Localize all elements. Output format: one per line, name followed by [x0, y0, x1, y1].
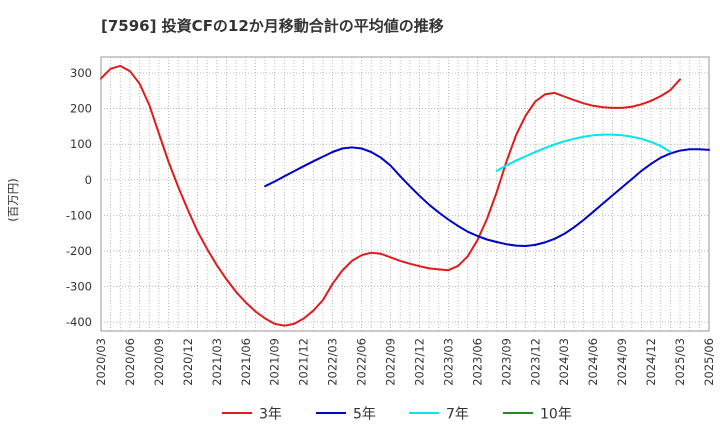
x-tick-label: 2020/12	[181, 338, 195, 386]
legend-label: 5年	[353, 407, 376, 423]
x-tick-label: 2022/03	[326, 338, 340, 386]
x-tick-label: 2021/09	[268, 338, 282, 386]
y-tick-label: -200	[66, 244, 92, 258]
x-tick-label: 2024/06	[586, 338, 600, 386]
y-tick-label: 300	[70, 66, 92, 80]
x-tick-label: 2022/06	[355, 338, 369, 386]
x-tick-label: 2022/09	[384, 338, 398, 386]
y-tick-label: 200	[70, 102, 92, 116]
legend: 3年 5年 7年 10年	[222, 407, 572, 423]
y-tick-label: 100	[70, 137, 92, 151]
x-tick-label: 2023/12	[528, 338, 542, 386]
y-axis-label: (百万円)	[6, 178, 20, 221]
x-tick-label: 2023/03	[441, 338, 455, 386]
y-tick-label: -100	[66, 208, 92, 222]
y-tick-label: -300	[66, 280, 92, 294]
x-tick-label: 2020/06	[123, 338, 137, 386]
x-tick-label: 2025/06	[702, 338, 716, 386]
x-tick-label: 2024/03	[557, 338, 571, 386]
x-tick-label: 2023/06	[470, 338, 484, 386]
y-tick-label: -400	[66, 315, 92, 329]
x-tick-label: 2021/06	[239, 338, 253, 386]
plot-frame	[100, 56, 710, 332]
x-tick-label: 2023/09	[499, 338, 513, 386]
x-tick-label: 2022/12	[412, 338, 426, 386]
legend-label: 7年	[446, 407, 469, 423]
grid-lines	[101, 57, 709, 331]
series-line-1	[100, 64, 681, 327]
y-tick-label: 0	[85, 173, 92, 187]
plot-area	[100, 56, 710, 332]
legend-label: 3年	[259, 407, 282, 423]
x-tick-label: 2021/12	[297, 338, 311, 386]
x-tick-label: 2024/09	[615, 338, 629, 386]
x-axis-ticks: 2020/03 2020/06 2020/09 2020/12 2021/03 2021/…	[94, 338, 716, 386]
legend-label: 10年	[540, 407, 572, 423]
x-tick-label: 2021/03	[210, 338, 224, 386]
series-line-2	[264, 146, 710, 247]
series-lines	[100, 64, 710, 327]
x-tick-label: 2020/03	[94, 338, 108, 386]
y-axis-ticks: 300 200 100 0 -100 -200 -300 -400	[66, 66, 92, 329]
x-tick-label: 2020/09	[152, 338, 166, 386]
series-line-3	[495, 133, 672, 172]
x-tick-label: 2025/03	[673, 338, 687, 386]
chart-title: [7596] 投資CFの12か月移動合計の平均値の推移	[101, 17, 444, 35]
x-tick-label: 2024/12	[644, 338, 658, 386]
